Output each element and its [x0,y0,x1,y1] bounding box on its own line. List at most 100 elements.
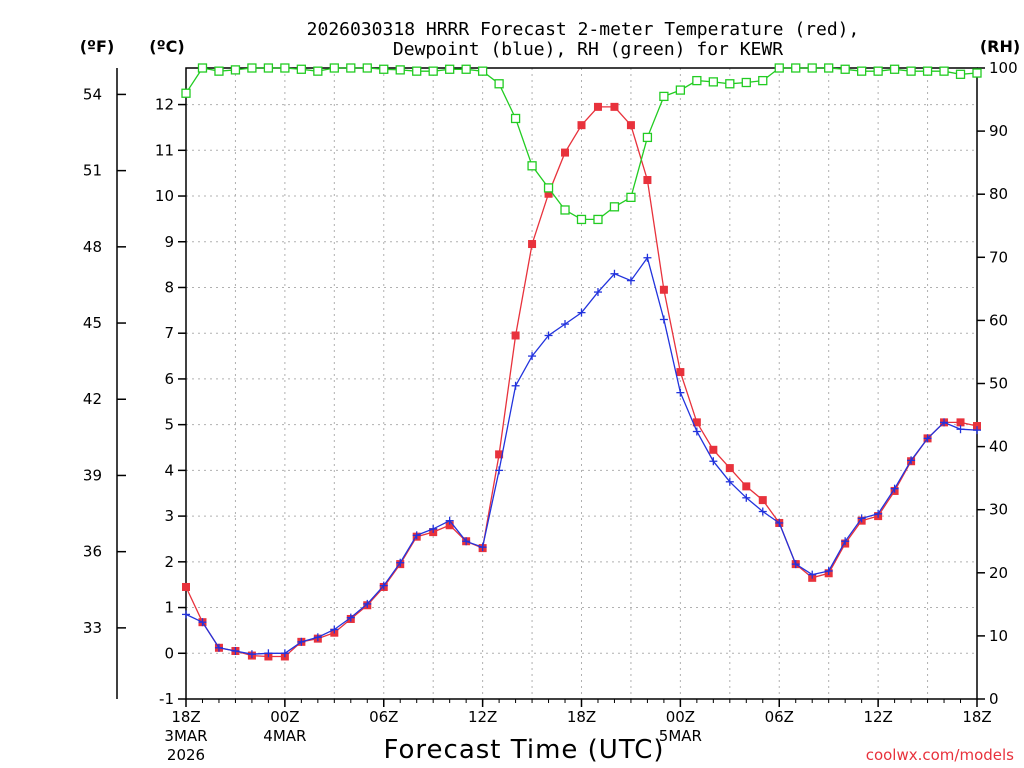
celsius-tick-label: 4 [164,461,174,479]
dewpoint-point [214,643,223,652]
x-tick-year-label: 2026 [167,746,205,764]
dewpoint-point [429,524,438,533]
temperature-point [692,418,701,427]
rh-tick-label: 60 [989,311,1008,329]
celsius-tick-label: 11 [155,141,174,159]
fahrenheit-tick-label: 33 [83,619,102,637]
rh-point [296,64,307,74]
celsius-tick-label: 2 [164,553,174,571]
temperature-point [676,368,685,377]
dewpoint-point [791,560,800,569]
dewpoint-line [185,256,978,655]
rh-tick-label: 90 [989,122,1008,140]
dewpoint-point [692,427,701,436]
rh-point [197,63,208,73]
dewpoint-point [940,418,949,427]
celsius-tick-label: 5 [164,416,174,434]
rh-point [922,66,933,76]
rh-point [313,66,323,76]
axes: -101234567891011123336394245485154010203… [83,59,1018,764]
fahrenheit-tick-label: 54 [83,85,102,103]
grid-lines [186,68,977,699]
rh-point [972,68,982,78]
dewpoint-point [593,288,602,297]
dewpoint-point [610,269,619,278]
dewpoint-point [247,650,256,659]
rh-point [395,65,405,75]
rh-point [329,63,339,73]
fahrenheit-tick-label: 48 [83,238,102,256]
celsius-tick-label: 0 [164,644,174,662]
fahrenheit-tick-label: 36 [83,543,102,561]
rh-tick-label: 0 [989,690,999,708]
rh-point [609,202,620,212]
chart-title-line2: Dewpoint (blue), RH (green) for KEWR [393,39,783,60]
temperature-point [544,189,553,198]
rh-point [856,66,867,76]
rh-point [593,214,603,225]
rh-point [889,64,900,74]
celsius-tick-label: 9 [164,233,174,251]
rh-line [185,67,978,221]
rh-point [230,65,241,75]
dewpoint-point [264,649,273,658]
rh-point [774,63,784,73]
dewpoint-point [445,516,454,525]
temperature-point [626,121,635,130]
rh-point [527,161,537,171]
dewpoint-point [890,484,899,493]
rh-point [955,69,966,79]
rh-tick-label: 80 [989,185,1008,203]
rh-point [692,75,702,86]
dewpoint-point [742,493,751,502]
rh-point [280,63,290,73]
temperature-point [973,422,981,431]
x-tick-date-label: 4MAR [263,727,306,745]
dewpoint-point [182,610,190,619]
x-tick-label: 06Z [765,708,794,726]
rh-point [445,64,455,74]
celsius-tick-label: -1 [159,690,174,708]
rh-point [741,77,751,88]
rh-point [873,66,883,76]
celsius-tick-label: 1 [164,599,174,617]
dewpoint-point [544,331,553,340]
rh-point [725,79,735,89]
dewpoint-point [528,352,537,361]
temperature-point [593,102,602,111]
rh-point [181,88,191,98]
dewpoint-point [231,646,240,655]
x-axis-label: Forecast Time (UTC) [383,735,664,765]
dewpoint-point [907,456,916,465]
dewpoint-point [626,276,635,285]
celsius-tick-label: 8 [164,278,174,296]
rh-point [791,63,801,73]
temperature-point [182,582,190,591]
rh-point [824,63,834,73]
dewpoint-point [478,543,487,552]
rh-point [247,63,257,73]
rh-point [642,132,653,143]
rh-point [263,63,274,73]
data-series [181,63,982,661]
dewpoint-point [758,507,767,516]
temperature-point [561,148,570,157]
dewpoint-point [412,531,421,540]
x-tick-label: 18Z [171,708,200,726]
rh-point [461,64,471,74]
dewpoint-point [379,581,388,590]
temperature-point [445,521,454,530]
temperature-point [709,445,718,454]
dewpoint-point [561,320,570,329]
temperature-point [577,121,586,130]
rh-tick-label: 10 [989,627,1008,645]
dewpoint-point [511,381,520,390]
rh-point [708,77,718,87]
rh-tick-label: 50 [989,375,1008,393]
temperature-point [610,102,619,111]
temperature-point [659,285,668,294]
dewpoint-point [956,425,965,434]
rh-tick-label: 30 [989,501,1008,519]
